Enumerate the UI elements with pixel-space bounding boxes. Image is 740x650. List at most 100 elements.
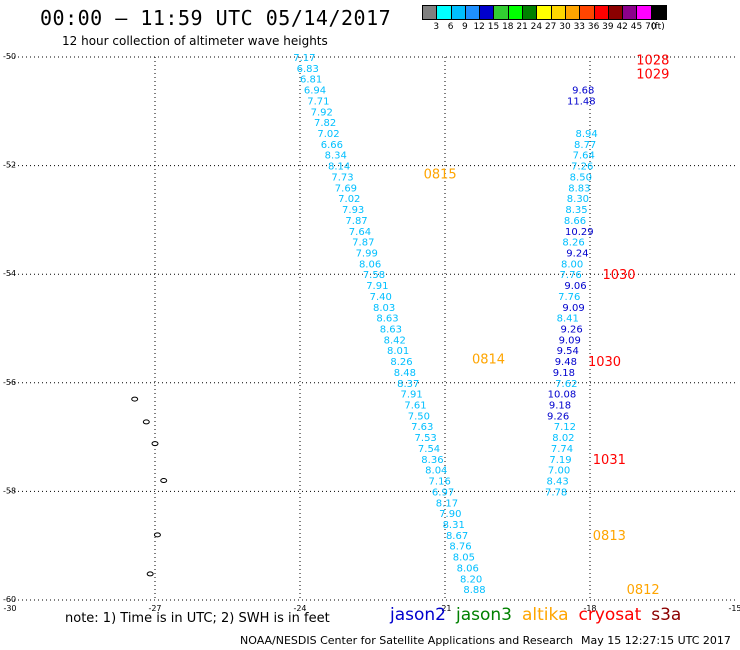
data-label-altika: 6.94 (304, 86, 326, 97)
pass-time-label: 1029 (636, 67, 669, 82)
pass-time-label: 1028 (636, 54, 669, 69)
scale-swatch (651, 6, 667, 19)
scale-label: 21 (516, 22, 528, 32)
data-label-cryosat: 7.76 (558, 292, 580, 303)
data-label-cryosat: 7.62 (555, 379, 577, 390)
y-tick-label: -54 (3, 269, 16, 278)
y-tick-label: -50 (3, 52, 16, 61)
scale-label: 15 (487, 22, 500, 32)
data-label-cryosat: 8.02 (552, 433, 574, 444)
data-label-altika: 6.97 (432, 487, 454, 498)
pass-time-label: 1030 (602, 268, 635, 283)
scale-swatch (437, 6, 452, 19)
scale-swatch (637, 6, 652, 19)
data-label-altika: 7.71 (307, 96, 329, 107)
data-label-altika: 8.67 (446, 531, 468, 542)
data-label-jason2: 9.06 (564, 281, 586, 292)
x-tick-label: -24 (293, 604, 306, 613)
data-label-cryosat: 7.26 (571, 162, 593, 173)
generated-timestamp: May 15 12:27:15 UTC 2017 (581, 634, 731, 647)
x-tick-label: -18 (583, 604, 596, 613)
satellite-legend-item: cryosat (578, 605, 642, 625)
island-outline (151, 441, 159, 447)
data-label-jason2: 9.09 (559, 335, 581, 346)
scale-swatch (551, 6, 566, 19)
scale-swatch (580, 6, 595, 19)
scale-label: 6 (447, 22, 454, 32)
credit-text: NOAA/NESDIS Center for Satellite Applica… (240, 634, 574, 647)
data-label-altika: 8.34 (325, 151, 347, 162)
data-label-altika: 8.48 (394, 368, 416, 379)
satellite-legend-item: jason3 (456, 605, 512, 625)
scale-swatch (565, 6, 581, 19)
data-label-cryosat: 7.12 (554, 422, 576, 433)
scale-swatch (537, 6, 552, 19)
scale-swatch (523, 6, 538, 19)
x-tick-label: -27 (148, 604, 161, 613)
data-label-jason2: 9.26 (547, 411, 569, 422)
satellite-legend-item: s3a (651, 605, 682, 625)
scale-swatch (494, 6, 509, 19)
color-scale-swatches (422, 5, 668, 20)
chart-subtitle: 12 hour collection of altimeter wave hei… (62, 34, 328, 48)
data-label-altika: 8.20 (460, 574, 482, 585)
data-label-altika: 7.92 (311, 107, 333, 118)
data-label-altika: 8.14 (328, 162, 350, 173)
x-tick-label: -21 (438, 604, 451, 613)
data-label-altika: 8.76 (449, 542, 471, 553)
data-label-altika: 7.93 (342, 205, 364, 216)
y-tick-label: -56 (3, 378, 16, 387)
scale-label: 70 (645, 22, 657, 32)
data-label-altika: 7.63 (411, 422, 433, 433)
x-tick-label: -30 (3, 604, 16, 613)
data-label-cryosat: 7.00 (548, 466, 570, 477)
scale-label: 42 (616, 22, 628, 32)
island-outline (153, 532, 161, 538)
data-label-altika: 7.50 (408, 411, 430, 422)
data-label-jason2: 9.68 (572, 86, 594, 97)
data-label-altika: 7.99 (356, 248, 378, 259)
data-label-altika: 8.03 (373, 303, 395, 314)
scale-label: 30 (559, 22, 571, 32)
data-label-altika: 8.06 (359, 259, 381, 270)
island-outline (142, 419, 150, 425)
data-label-cryosat: 8.35 (565, 205, 587, 216)
data-label-altika: 8.63 (380, 325, 402, 336)
scale-swatch (608, 6, 624, 19)
data-label-jason2: 9.26 (561, 325, 583, 336)
data-label-altika: 6.81 (300, 75, 322, 86)
data-label-altika: 8.36 (421, 455, 443, 466)
data-label-cryosat: 8.26 (562, 238, 584, 249)
data-label-altika: 7.87 (352, 238, 374, 249)
scale-swatch (594, 6, 609, 19)
scale-label: 45 (630, 22, 643, 32)
data-label-jason2: 9.54 (557, 346, 579, 357)
pass-time-label: 0814 (472, 352, 505, 367)
color-scale-labels: 3 6 9 12 15 18 21 24 27 30 33 36 39 42 45 70 (ft) (422, 20, 667, 32)
scale-label: 3 (433, 22, 440, 32)
scale-label: 9 (462, 22, 468, 32)
color-scale-legend: 3 6 9 12 15 18 21 24 27 30 33 36 39 42 45 70 (ft) (422, 5, 668, 35)
data-label-altika: 7.64 (349, 227, 371, 238)
data-label-jason2: 11.48 (567, 96, 596, 107)
island-outline (131, 396, 139, 402)
data-label-altika: 7.54 (418, 444, 440, 455)
data-label-cryosat: 7.78 (545, 487, 567, 498)
data-label-altika: 8.26 (390, 357, 412, 368)
island-outline (146, 571, 154, 577)
pass-time-label: 0812 (627, 583, 660, 598)
scale-swatch (465, 6, 481, 19)
data-label-altika: 7.17 (293, 53, 315, 64)
scale-swatch (623, 6, 638, 19)
scale-swatch (480, 6, 495, 19)
data-label-altika: 7.90 (439, 509, 461, 520)
data-label-jason2: 10.29 (565, 227, 594, 238)
scale-label: (ft) (651, 22, 665, 32)
data-label-cryosat: 7.76 (560, 270, 582, 281)
pass-time-label: 0813 (593, 529, 626, 544)
data-label-altika: 8.42 (384, 335, 406, 346)
data-label-jason2: 9.24 (566, 248, 588, 259)
data-label-altika: 8.31 (443, 520, 465, 531)
satellite-legend-item: altika (522, 605, 569, 625)
